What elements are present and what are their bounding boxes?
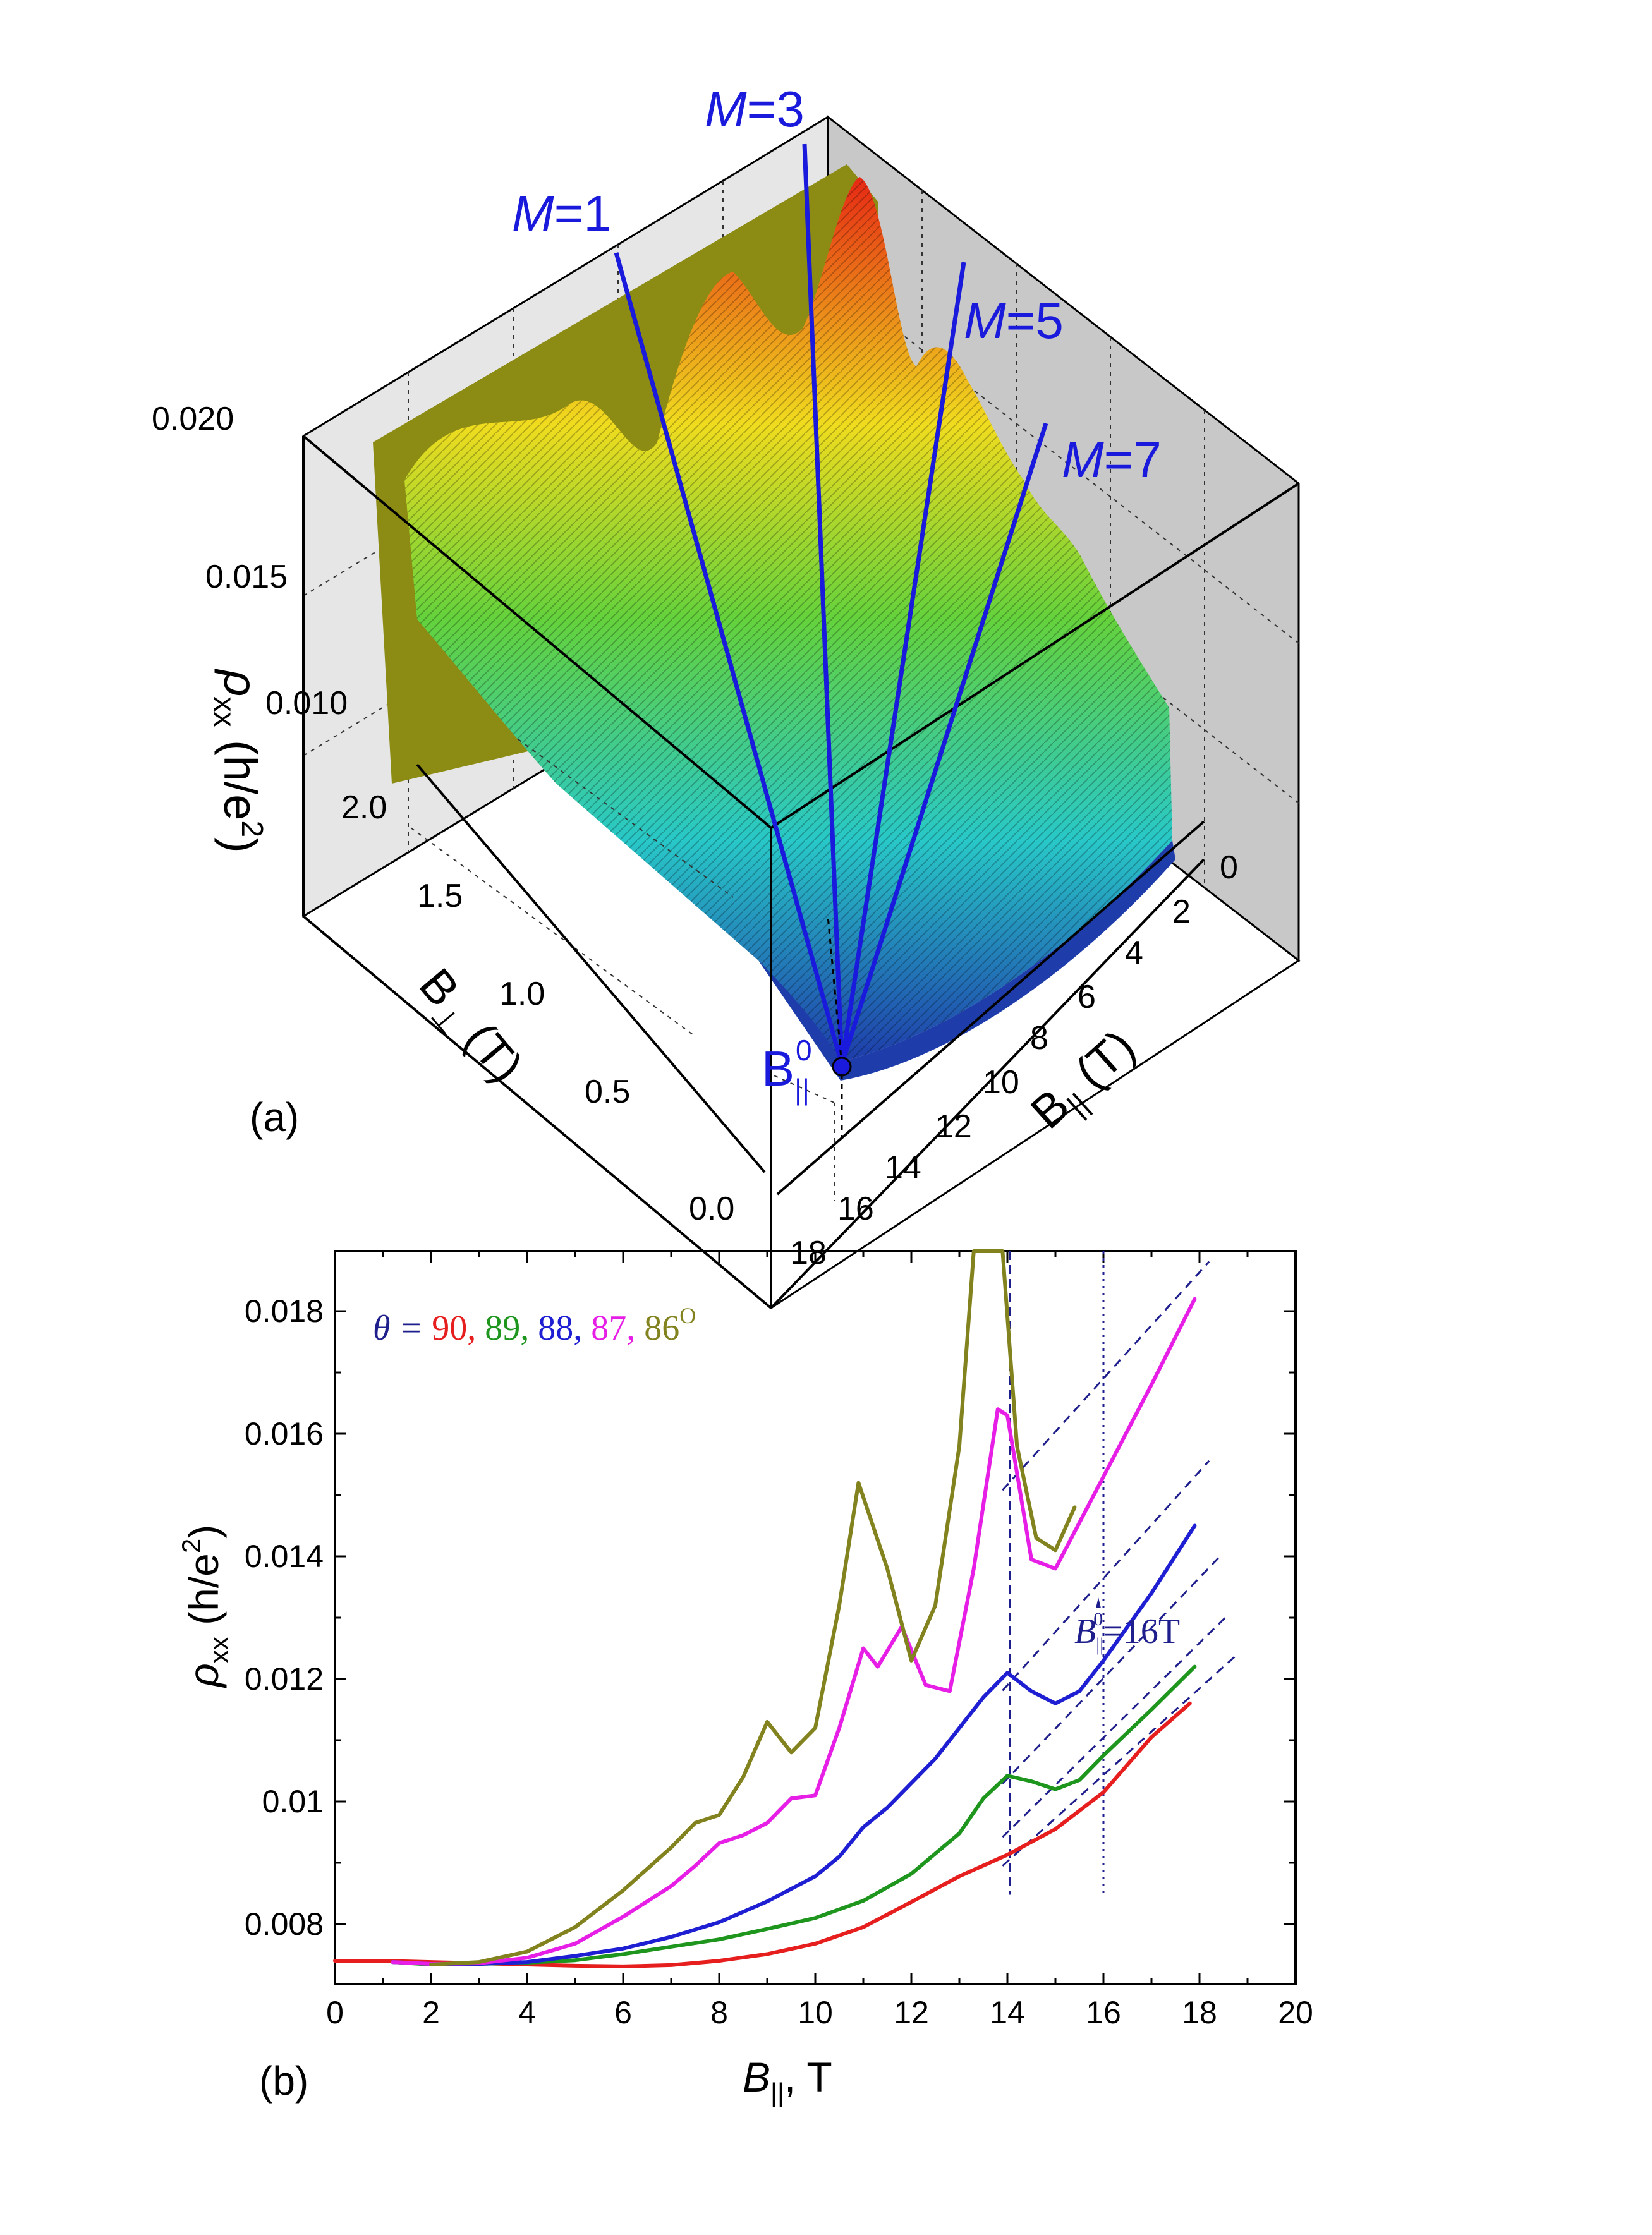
z-axis-label: ρxx (h/e2) <box>207 669 269 853</box>
z-tick: 0.020 <box>152 401 234 437</box>
m-lines-fan-extra <box>827 916 843 1065</box>
front-box <box>302 435 1300 1309</box>
legend-item-88: 88 <box>538 1309 573 1348</box>
b-par-tick: 0 <box>1220 849 1238 886</box>
x-axis-label: B||, T <box>743 2054 832 2107</box>
b-par-tick: 4 <box>1125 935 1143 971</box>
y-tick-label: 0.012 <box>245 1661 324 1697</box>
b-par-tick: 12 <box>935 1108 972 1145</box>
origin-label: B||0 <box>762 1034 812 1106</box>
x-tick-labels: 0 2 4 6 8 10 12 14 16 18 20 <box>326 1995 1313 2030</box>
b-perp-tick: 0.0 <box>689 1190 734 1227</box>
b-perp-tick: 1.0 <box>499 976 545 1012</box>
y-tick-labels: 0.008 0.01 0.012 0.014 0.016 0.018 <box>245 1293 324 1942</box>
b-par-tick: 6 <box>1078 979 1096 1015</box>
y-axis-label: ρxx (h/e2) <box>176 1525 234 1688</box>
tick-marks <box>334 1251 1297 1984</box>
m5-label: M=5 <box>964 293 1064 349</box>
legend: θ = 90, 89, 88, 87, 86O <box>373 1303 696 1348</box>
x-tick-label: 4 <box>518 1995 536 2030</box>
series-line-90 <box>333 1701 1192 1968</box>
x-tick-label: 2 <box>422 1995 440 2030</box>
z-axis-ticks: 0.020 0.015 0.010 <box>152 401 348 722</box>
panel-a-label: (a) <box>250 1094 299 1140</box>
slope-guide <box>1002 1556 1220 1784</box>
y-tick-label: 0.018 <box>245 1293 324 1329</box>
m5-line <box>839 262 966 1065</box>
x-tick-label: 18 <box>1182 1995 1217 2030</box>
legend-item-87: 87 <box>591 1309 626 1348</box>
x-tick-label: 8 <box>710 1995 728 2030</box>
series-line-86 <box>429 1249 1077 1966</box>
y-tick-label: 0.008 <box>245 1906 324 1942</box>
b-par-tick: 8 <box>1030 1020 1048 1057</box>
b-par-tick: 10 <box>983 1064 1019 1101</box>
b0-arrow-head <box>1096 1597 1101 1608</box>
x-tick-label: 0 <box>326 1995 344 2030</box>
surface <box>373 164 1175 1081</box>
b-par-tick: 2 <box>1172 893 1191 930</box>
m7-label: M=7 <box>1062 432 1162 488</box>
b-perp-tick: 2.0 <box>341 789 387 826</box>
b-par-tick: 18 <box>790 1235 827 1271</box>
y-tick-label: 0.016 <box>245 1416 324 1451</box>
x-tick-label: 14 <box>990 1995 1025 2030</box>
panel-b: 0 2 4 6 8 10 12 14 16 18 20 0.0080.010.0120.0140.0… <box>176 1249 1313 2107</box>
x-tick-label: 20 <box>1278 1995 1313 2030</box>
legend-item-90: 90 <box>432 1309 467 1348</box>
m1-line <box>614 252 844 1065</box>
z-tick: 0.010 <box>265 685 348 722</box>
origin-dot <box>832 1057 852 1077</box>
x-tick-label: 16 <box>1086 1995 1121 2030</box>
floor-grid <box>410 739 835 1201</box>
y-tick-label: 0.01 <box>262 1784 324 1819</box>
b0-label: B||0=16T <box>1074 1609 1180 1655</box>
series-group <box>333 1249 1197 1968</box>
panel-b-label: (b) <box>259 2058 308 2104</box>
slope-guide <box>1002 1653 1239 1867</box>
m-lines <box>614 143 1048 1066</box>
b-perp-tick: 0.5 <box>585 1074 630 1110</box>
x-tick-label: 10 <box>798 1995 833 2030</box>
slope-guide <box>1002 1614 1229 1838</box>
y-tick-label: 0.014 <box>245 1539 324 1574</box>
b-perp-tick: 1.5 <box>417 878 463 914</box>
slope-guide <box>1002 1460 1210 1692</box>
legend-item-89: 89 <box>485 1309 520 1348</box>
legend-unit: O <box>679 1303 696 1328</box>
legend-item-86: 86 <box>644 1309 679 1348</box>
m3-label: M=3 <box>705 81 805 137</box>
m3-line <box>802 143 844 1065</box>
series-line-87 <box>391 1297 1197 1966</box>
x-tick-label: 6 <box>614 1995 632 2030</box>
x-tick-label: 12 <box>894 1995 929 2030</box>
m1-label: M=1 <box>512 185 612 241</box>
b0-annotation: B||0=16T <box>1074 1597 1180 1655</box>
z-tick: 0.015 <box>205 559 288 595</box>
series-line-88 <box>391 1523 1197 1966</box>
panel-a: M=1 M=3 M=5 M=7 B||0 0.020 0.015 0.010 ρ… <box>152 81 1301 1309</box>
guide-lines <box>1002 1251 1239 1895</box>
b-par-tick: 14 <box>885 1149 921 1186</box>
legend-prefix: θ = <box>373 1309 432 1348</box>
m7-line <box>839 422 1048 1066</box>
b-par-tick: 16 <box>837 1190 874 1227</box>
slope-guide <box>1002 1261 1210 1491</box>
